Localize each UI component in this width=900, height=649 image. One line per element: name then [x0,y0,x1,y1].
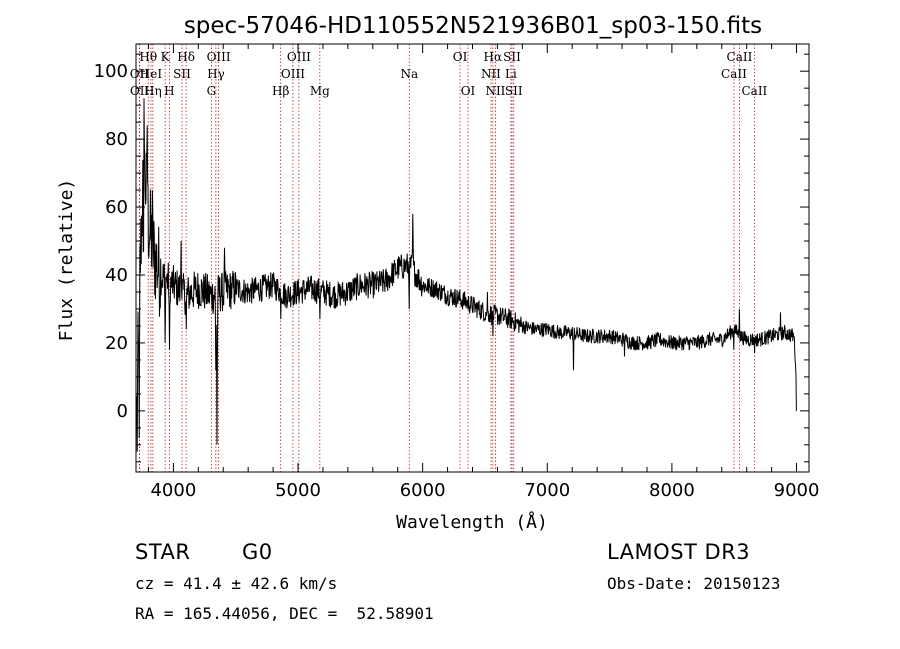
plot-frame [135,43,810,473]
line-label: CaII [721,67,747,81]
line-label: Mg [310,84,330,98]
y-axis-label: Flux (relative) [56,179,77,342]
line-label: Hη [144,84,162,98]
line-label: CaII [727,50,753,64]
redshift-readout: cz = 41.4 ± 42.6 km/s [135,574,338,593]
x-tick-label: 5000 [275,480,321,501]
line-label: Hβ [272,84,289,98]
y-axis-ticks: 0 20 40 60 80 100 [94,53,809,463]
line-label: Li [505,67,517,81]
line-label: Hδ [177,50,195,64]
line-label: Hθ [139,50,157,64]
object-type: STAR [135,540,191,564]
spectrum-series-line [135,98,797,452]
line-label: NII [485,84,505,98]
line-label: OII [130,67,150,81]
line-label: OIII [287,50,311,64]
line-label: OI [453,50,468,64]
line-label: SII [505,84,523,98]
survey-name: LAMOST DR3 [607,540,751,564]
line-label: OIII [281,67,305,81]
x-tick-label: 8000 [649,480,695,501]
y-tick-label: 60 [105,197,128,218]
x-axis-ticks: 4000 5000 6000 7000 8000 9000 [147,44,820,501]
line-label: OII [130,84,150,98]
y-tick-label: 40 [105,265,128,286]
line-label: G [207,84,217,98]
x-tick-label: 4000 [150,480,196,501]
coordinates-readout: RA = 165.44056, DEC = 52.58901 [135,604,434,623]
line-label: CaII [741,84,767,98]
line-label: SII [173,67,191,81]
y-tick-label: 100 [94,61,128,82]
line-label: Hγ [207,67,225,81]
line-label: OIII [207,50,231,64]
line-label: Hα [484,50,503,64]
y-tick-label: 80 [105,129,128,150]
x-tick-label: 6000 [400,480,446,501]
x-tick-label: 7000 [524,480,570,501]
line-label: HeI [140,67,163,81]
line-label: OI [461,84,476,98]
object-subclass: G0 [242,540,273,564]
line-label: NII [481,67,501,81]
line-label: Na [400,67,418,81]
chart-title: spec-57046-HD110552N521936B01_sp03-150.f… [184,13,762,39]
x-tick-label: 9000 [774,480,820,501]
y-tick-label: 0 [117,401,128,422]
observation-date: Obs-Date: 20150123 [607,574,781,593]
spectral-line-markers [138,44,755,472]
y-tick-label: 20 [105,333,128,354]
line-label: H [164,84,174,98]
line-label: K [161,50,171,64]
x-axis-label: Wavelength (Å) [396,511,548,533]
line-label: SII [503,50,521,64]
